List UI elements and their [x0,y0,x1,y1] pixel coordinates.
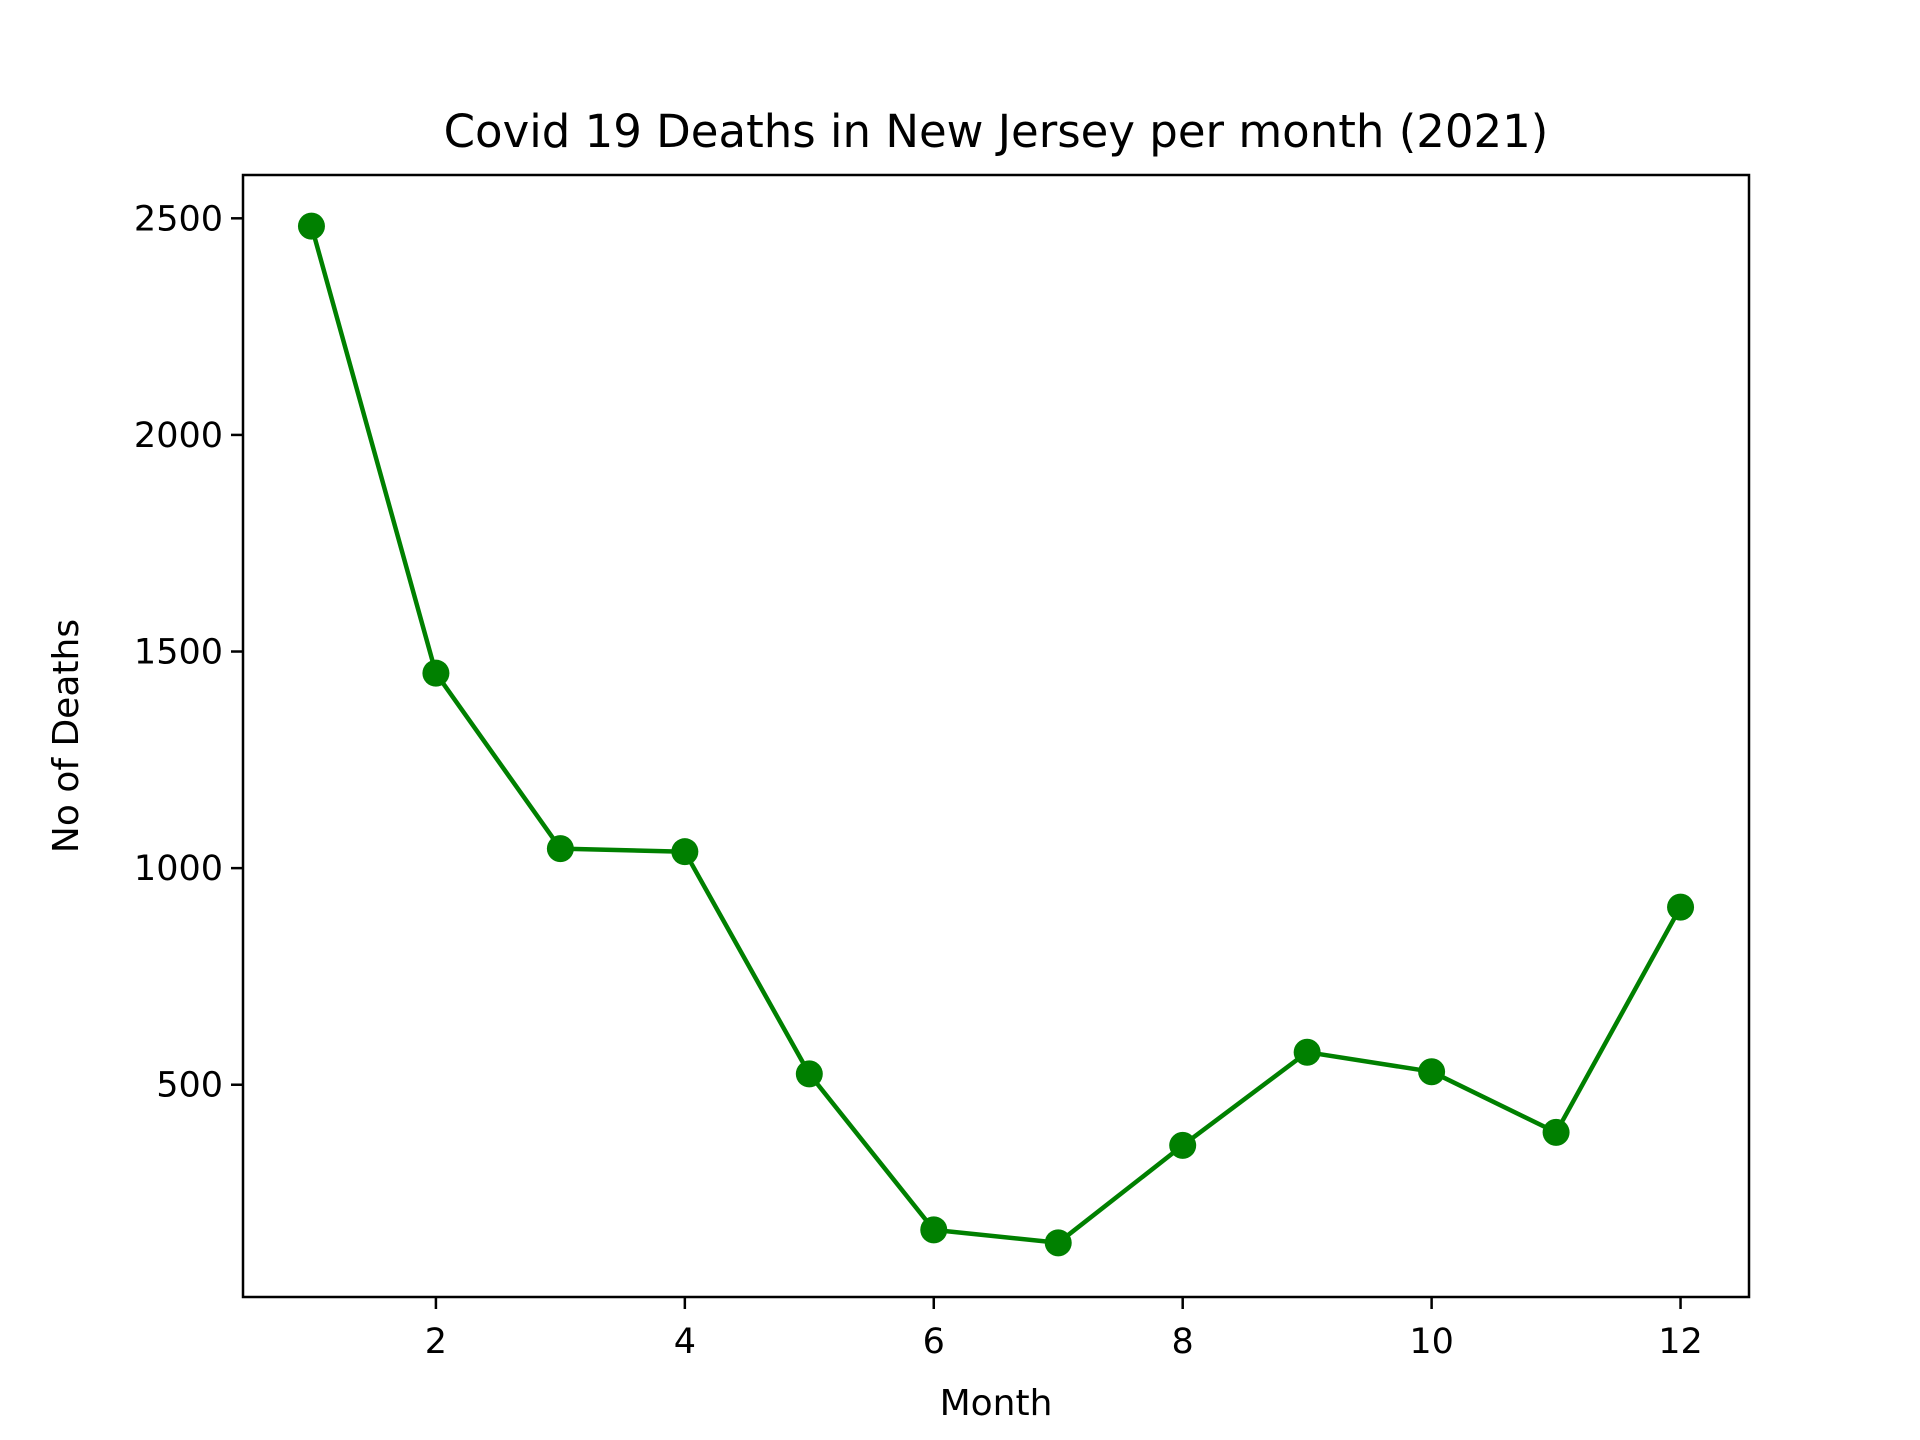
x-tick-label-3: 8 [1172,1322,1194,1362]
x-tick-label-1: 4 [674,1322,696,1362]
series-line [309,225,1683,1246]
y-tick-label-0: 500 [156,1066,223,1106]
data-point-1 [297,212,325,240]
plot-frame [241,173,1751,1299]
y-tick-label-2: 1500 [134,633,223,673]
x-tick-label-2: 6 [923,1322,945,1362]
x-axis-label: Month [940,1383,1053,1424]
x-tick-label-0: 2 [425,1322,447,1362]
y-tick-label-1: 1000 [134,849,223,889]
data-point-8 [1169,1131,1197,1159]
x-axis: 2 4 6 8 10 12 [425,1297,1703,1362]
y-tick-label-3: 2000 [134,416,223,456]
x-tick-label-5: 12 [1658,1322,1703,1362]
x-tick-label-4: 10 [1409,1322,1454,1362]
data-point-7 [1044,1229,1072,1257]
data-point-5 [795,1060,823,1088]
data-point-11 [1542,1118,1570,1146]
data-points [297,212,1695,1257]
data-point-4 [671,838,699,866]
data-point-3 [546,835,574,863]
data-point-12 [1667,893,1695,921]
data-point-10 [1418,1058,1446,1086]
data-point-6 [920,1216,948,1244]
y-tick-label-4: 2500 [134,199,223,239]
y-axis-label: No of Deaths [46,619,87,853]
data-point-9 [1293,1038,1321,1066]
y-axis: 500 1000 1500 2000 2500 [134,199,243,1106]
chart-title: Covid 19 Deaths in New Jersey per month … [444,105,1549,158]
data-point-2 [422,659,450,687]
